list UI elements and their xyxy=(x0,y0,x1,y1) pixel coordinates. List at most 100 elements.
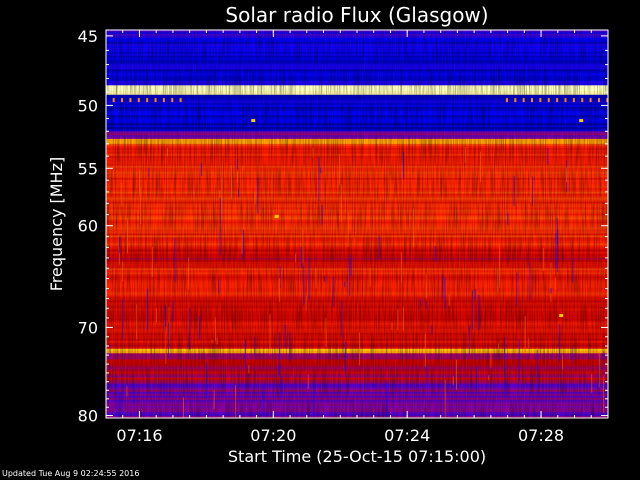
time-streak xyxy=(456,359,458,390)
interference-pip xyxy=(505,98,508,103)
time-streak xyxy=(278,364,280,376)
time-streak xyxy=(555,277,557,290)
interference-pip xyxy=(129,98,132,103)
time-streak xyxy=(555,233,557,269)
time-streak xyxy=(490,350,492,368)
time-streak xyxy=(504,379,506,397)
time-streak xyxy=(119,236,121,254)
time-streak xyxy=(307,374,309,389)
time-streak xyxy=(243,229,245,258)
time-streak xyxy=(452,376,454,385)
time-streak xyxy=(241,234,243,254)
y-tick-label: 45 xyxy=(78,27,98,46)
time-streak xyxy=(572,259,574,283)
time-streak xyxy=(167,148,169,157)
interference-pip xyxy=(556,98,559,103)
interference-pip xyxy=(137,98,140,103)
time-streak xyxy=(556,217,558,245)
time-streak xyxy=(340,184,342,222)
interference-pip xyxy=(597,98,600,103)
time-streak xyxy=(182,397,184,418)
time-streak xyxy=(216,337,218,345)
time-streak xyxy=(464,146,466,164)
time-streak xyxy=(174,238,176,282)
time-streak xyxy=(499,245,501,289)
time-streak xyxy=(138,169,140,197)
time-streak xyxy=(339,153,341,185)
time-streak xyxy=(237,158,239,170)
time-streak xyxy=(205,361,207,399)
time-streak xyxy=(219,225,221,255)
time-streak xyxy=(279,278,281,302)
time-streak xyxy=(284,324,286,349)
spectral-features xyxy=(108,98,608,418)
time-streak xyxy=(402,307,404,331)
time-streak xyxy=(468,325,470,356)
time-streak xyxy=(518,338,520,382)
burst-spike xyxy=(251,119,256,123)
time-streak xyxy=(448,294,450,306)
time-streak xyxy=(591,373,593,393)
chart-title: Solar radio Flux (Glasgow) xyxy=(225,3,488,27)
time-streak xyxy=(121,299,123,339)
time-streak xyxy=(151,247,153,277)
time-streak xyxy=(126,386,128,397)
time-streak xyxy=(530,177,532,203)
interference-pip xyxy=(154,98,157,103)
time-streak xyxy=(503,337,505,375)
time-streak xyxy=(571,346,573,364)
y-tick-label: 80 xyxy=(78,407,98,426)
interference-pip xyxy=(121,98,124,103)
time-streak xyxy=(524,316,526,354)
time-streak xyxy=(211,339,213,344)
time-streak xyxy=(189,308,191,350)
time-streak xyxy=(497,343,499,351)
time-streak xyxy=(109,344,111,361)
time-streak xyxy=(420,298,422,306)
time-streak xyxy=(344,281,346,288)
time-streak xyxy=(349,258,351,296)
interference-pip xyxy=(589,98,592,103)
x-tick-label: 07:28 xyxy=(518,426,564,445)
time-streak xyxy=(425,274,427,298)
time-streak xyxy=(148,167,150,178)
time-streak xyxy=(188,257,190,290)
time-streak xyxy=(119,392,121,418)
time-streak xyxy=(345,341,347,373)
y-tick-label: 50 xyxy=(78,96,98,115)
time-streak xyxy=(598,352,600,388)
time-streak xyxy=(230,165,232,199)
time-streak xyxy=(369,267,371,287)
time-streak xyxy=(289,331,291,361)
time-streak xyxy=(300,246,302,268)
time-streak xyxy=(127,218,129,254)
time-streak xyxy=(263,384,265,418)
time-streak xyxy=(478,294,480,330)
time-streak xyxy=(566,167,568,183)
time-streak xyxy=(318,157,320,201)
time-streak xyxy=(237,171,239,184)
time-streak xyxy=(425,301,427,310)
time-streak xyxy=(441,275,443,299)
time-streak xyxy=(116,375,118,418)
time-streak xyxy=(254,193,256,205)
time-streak xyxy=(426,364,428,386)
time-streak xyxy=(528,338,530,348)
time-streak xyxy=(497,270,499,292)
time-streak xyxy=(434,246,436,262)
time-streak xyxy=(551,203,553,213)
time-streak xyxy=(480,151,482,182)
time-streak xyxy=(164,305,166,332)
time-streak xyxy=(118,247,120,265)
time-streak xyxy=(550,262,552,302)
time-streak xyxy=(140,186,142,225)
time-streak xyxy=(332,276,334,307)
interference-pip xyxy=(522,98,525,103)
interference-pip xyxy=(606,98,608,103)
time-streak xyxy=(358,332,360,366)
time-streak xyxy=(200,163,202,177)
time-streak xyxy=(431,325,433,335)
time-streak xyxy=(372,382,374,389)
time-streak xyxy=(444,277,446,310)
time-streak xyxy=(488,375,490,380)
